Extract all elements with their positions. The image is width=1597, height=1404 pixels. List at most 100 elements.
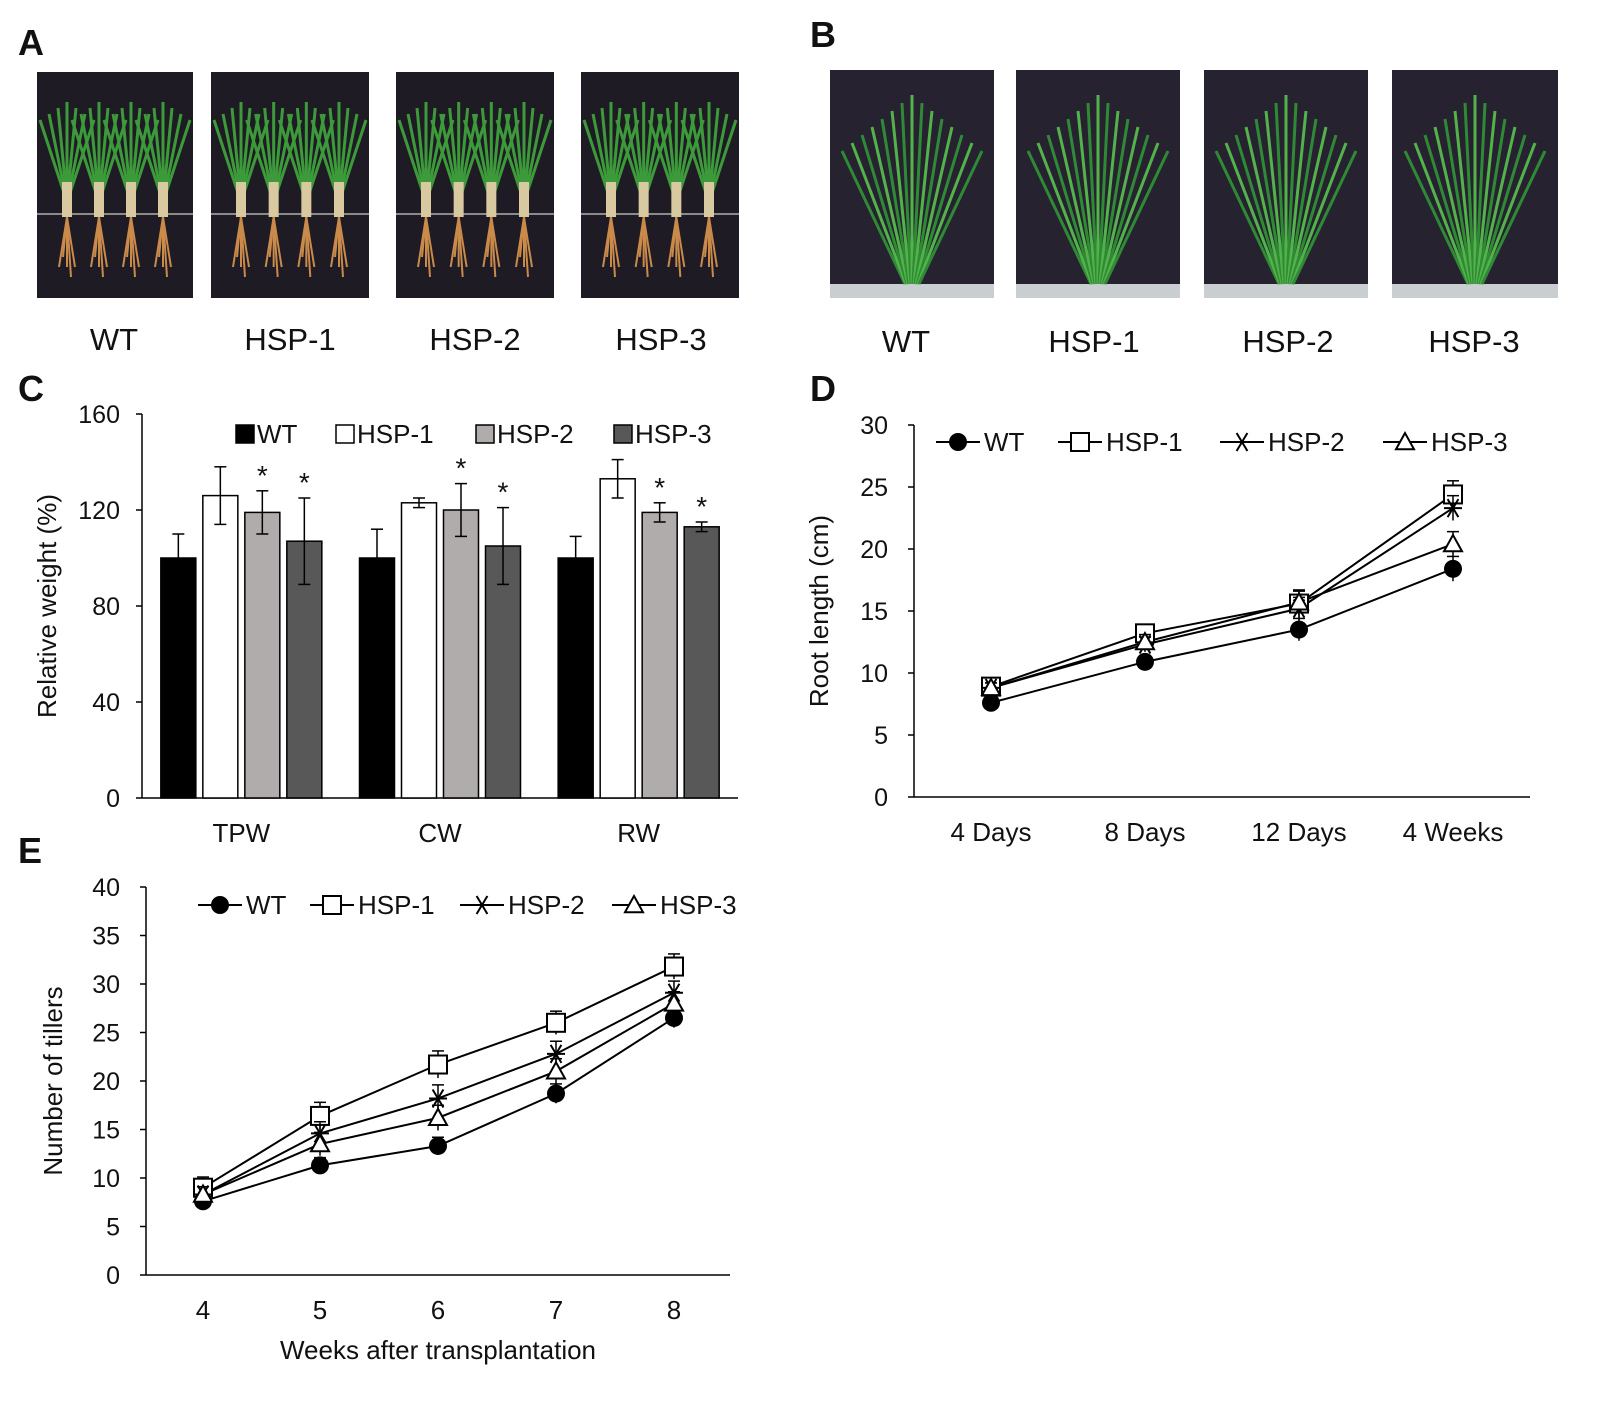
data-point (428, 1054, 448, 1075)
photo-a-label-hsp3: HSP-3 (615, 322, 707, 357)
y-tick-label: 10 (860, 660, 888, 688)
bar (358, 557, 396, 799)
seedling (102, 102, 160, 278)
photo-b-label-hsp2: HSP-2 (1242, 324, 1334, 359)
seedling (310, 102, 368, 278)
photo-a-wt (37, 72, 193, 298)
y-tick-label: 40 (92, 689, 120, 717)
y-tick-label: 30 (860, 412, 888, 440)
y-tick-label: 25 (860, 474, 888, 502)
legend-marker (623, 893, 645, 914)
bar (286, 540, 323, 799)
y-axis-label: Number of tillers (38, 986, 68, 1175)
bar (160, 557, 197, 799)
legend-label: WT (257, 419, 298, 449)
data-point (310, 1105, 330, 1126)
legend-swatch (613, 424, 633, 444)
legend-marker (1070, 432, 1090, 452)
photo-b-label-wt: WT (881, 324, 931, 359)
bar (202, 494, 239, 799)
legend-swatch (335, 424, 355, 444)
legend-label: HSP-3 (635, 419, 712, 449)
legend-swatch (475, 424, 495, 444)
data-point (546, 1012, 566, 1033)
legend-marker (473, 895, 491, 915)
seedling (245, 102, 303, 278)
legend-swatch (235, 424, 255, 444)
photo-a-label-hsp2: HSP-2 (429, 322, 521, 357)
seedling (134, 102, 192, 278)
data-point (309, 1132, 331, 1153)
data-point (1290, 620, 1308, 639)
data-point (663, 992, 685, 1012)
legend-marker (211, 896, 229, 914)
panel-letter-e: E (18, 830, 43, 871)
y-tick-label: 20 (92, 1068, 120, 1096)
seedling (615, 102, 673, 278)
bar (683, 526, 720, 799)
rice-plant (1403, 95, 1547, 285)
photo-a-hsp2 (396, 72, 554, 298)
data-point (311, 1123, 329, 1143)
data-point (427, 1106, 449, 1127)
legend-label: HSP-2 (1268, 427, 1345, 457)
seedling (70, 102, 128, 278)
series-line (202, 965, 675, 1189)
legend-label: HSP-2 (497, 419, 574, 449)
significance-mark: * (696, 491, 707, 522)
x-tick-label: 6 (431, 1295, 445, 1325)
data-point (192, 1183, 214, 1203)
data-point (982, 678, 1000, 698)
seedling (462, 102, 520, 278)
data-point (1443, 484, 1463, 505)
data-point (1288, 591, 1310, 611)
photo-b-hsp2 (1204, 70, 1368, 298)
x-tick-label: 12 Days (1251, 817, 1346, 847)
data-point (665, 983, 683, 1003)
data-point (980, 676, 1002, 697)
panel-letter-c: C (18, 368, 44, 409)
data-point (665, 1008, 683, 1027)
photo-a-hsp1 (211, 72, 369, 298)
y-tick-label: 10 (92, 1165, 120, 1193)
data-point (982, 693, 1000, 712)
y-tick-label: 0 (106, 1262, 120, 1290)
y-axis-label: Root length (cm) (804, 515, 834, 707)
seedling (397, 102, 455, 278)
bar (557, 557, 594, 799)
data-point (1290, 599, 1308, 619)
data-point (193, 1177, 213, 1198)
significance-mark: * (299, 467, 310, 498)
photo-a-label-hsp1: HSP-1 (244, 322, 336, 357)
data-point (429, 1088, 447, 1108)
y-tick-label: 40 (92, 874, 120, 902)
data-point (1444, 559, 1462, 578)
data-point (1289, 593, 1309, 614)
photo-b-hsp3 (1392, 70, 1558, 298)
x-tick-label: 4 (196, 1295, 210, 1325)
seedling (212, 102, 270, 278)
bar (442, 509, 480, 799)
legend-marker (1233, 432, 1251, 452)
x-axis-label: Weeks after transplantation (280, 1335, 596, 1365)
pot-rim (830, 284, 994, 298)
y-tick-label: 120 (78, 497, 120, 525)
y-tick-label: 80 (92, 593, 120, 621)
significance-mark: * (654, 472, 665, 503)
y-tick-label: 35 (92, 923, 120, 951)
x-tick-label: 8 Days (1105, 817, 1186, 847)
x-tick-label: TPW (212, 818, 270, 848)
legend-label: WT (984, 427, 1025, 457)
panel-letter-b: B (810, 14, 836, 55)
bar (599, 478, 636, 799)
y-tick-label: 5 (874, 722, 888, 750)
bar (244, 511, 281, 799)
panel-letter-a: A (18, 22, 44, 63)
photo-b-label-hsp1: HSP-1 (1048, 324, 1140, 359)
legend-label: HSP-1 (1106, 427, 1183, 457)
data-point (545, 1060, 567, 1080)
photo-a-label-wt: WT (89, 322, 139, 357)
legend-marker (1394, 430, 1416, 451)
seedling (38, 102, 96, 278)
rice-plant (1026, 95, 1170, 285)
